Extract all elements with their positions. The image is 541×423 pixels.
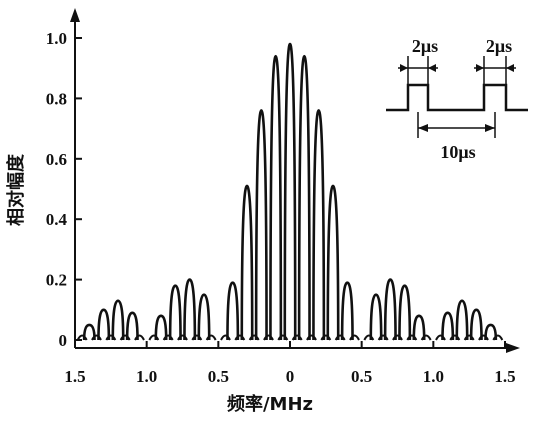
spectral-line-lobe (398, 284, 412, 341)
baseline-arch (463, 334, 475, 341)
baseline-arch (291, 334, 303, 341)
baseline-arch (277, 334, 289, 341)
right-pulse-arrow-b (506, 64, 514, 72)
baseline-arch (363, 334, 375, 341)
spectral-line-lobe (340, 281, 354, 341)
baseline-arch (76, 334, 88, 341)
baseline-arch (349, 334, 360, 341)
baseline-arch (406, 334, 418, 341)
baseline-arch (177, 334, 188, 341)
baseline-arch (306, 334, 317, 341)
spectral-line-lobe (269, 54, 283, 341)
x-axis-arrow (506, 343, 520, 353)
baseline-arch (478, 334, 489, 341)
y-axis-arrow (70, 8, 80, 22)
spectral-line-lobe (455, 299, 469, 341)
baseline-arch (191, 334, 203, 341)
period-arrow-b (485, 124, 495, 132)
spectral-line-lobe (484, 323, 498, 341)
baseline-arch (148, 334, 160, 341)
spectral-line-lobe (183, 278, 197, 341)
spectral-line-lobe (383, 278, 397, 341)
baseline-arch (377, 334, 389, 341)
baseline-arch (91, 334, 102, 341)
spectral-line-lobe (154, 314, 168, 341)
baseline-arch (420, 334, 432, 341)
baseline-arch (119, 334, 131, 341)
x-tick-label: 1.0 (423, 367, 444, 386)
spectral-line-lobe (297, 54, 311, 341)
pulse-waveform (386, 83, 528, 112)
spectral-line-lobe (254, 109, 268, 341)
left-pulse-width-label: 2μs (412, 36, 438, 56)
spectral-line-lobe (197, 293, 211, 341)
y-tick-label: 0.8 (46, 89, 67, 108)
baseline-arch (134, 334, 145, 341)
x-ticks: 1.5 1.0 0.5 0 0.5 1.0 1.5 (64, 341, 516, 386)
pulse-train-inset: 2μs 2μs 10μs (386, 36, 528, 162)
y-tick-label: 0.2 (46, 271, 67, 290)
spectral-line-lobe (240, 184, 254, 341)
x-tick-label: 0.5 (351, 367, 372, 386)
spectral-line-lobe (125, 311, 139, 341)
left-pulse-arrow-b (428, 64, 436, 72)
baseline-arch (492, 334, 504, 341)
x-tick-label: 1.5 (64, 367, 85, 386)
baseline-arch (334, 334, 346, 341)
spectral-line-lobe (369, 293, 383, 341)
x-tick-label: 0.5 (208, 367, 229, 386)
y-axis-title: 相对幅度 (5, 153, 27, 226)
left-pulse-arrow-a (400, 64, 408, 72)
baseline-arch (449, 334, 461, 341)
baseline-arch (435, 334, 446, 341)
spectral-line-lobe (82, 323, 96, 341)
spectral-line-lobe (111, 299, 125, 341)
y-tick-label: 0.4 (46, 210, 68, 229)
y-ticks: 0 0.2 0.4 0.6 0.8 1.0 (46, 29, 82, 350)
baseline-arch (320, 334, 332, 341)
baseline-arch (105, 334, 117, 341)
x-tick-label: 1.0 (136, 367, 157, 386)
spectral-line-lobe (283, 42, 297, 341)
x-axis-title: 频率/MHz (227, 393, 313, 415)
period-label: 10μs (440, 142, 475, 162)
spectral-line-lobe (312, 109, 326, 341)
baseline-arch (220, 334, 231, 341)
spectral-line-lobe (469, 308, 483, 341)
baseline-arches (76, 334, 504, 341)
x-tick-label: 1.5 (494, 367, 515, 386)
spectral-line-lobe (441, 311, 455, 341)
y-tick-label: 0.6 (46, 150, 67, 169)
x-tick-label: 0 (286, 367, 295, 386)
baseline-arch (205, 334, 217, 341)
baseline-arch (392, 334, 403, 341)
spectral-line-lobe (412, 314, 426, 341)
y-tick-label: 1.0 (46, 29, 67, 48)
spectral-line-lobe (168, 284, 182, 341)
right-pulse-arrow-a (476, 64, 484, 72)
baseline-arch (162, 334, 174, 341)
y-tick-label: 0 (59, 331, 68, 350)
spectral-line-lobe (97, 308, 111, 341)
right-pulse-width-label: 2μs (486, 36, 512, 56)
spectral-lines (82, 42, 498, 341)
spectral-line-lobe (326, 184, 340, 341)
spectral-line-lobe (226, 281, 240, 341)
baseline-arch (234, 334, 246, 341)
baseline-arch (263, 334, 274, 341)
period-arrow-a (418, 124, 428, 132)
baseline-arch (248, 334, 260, 341)
